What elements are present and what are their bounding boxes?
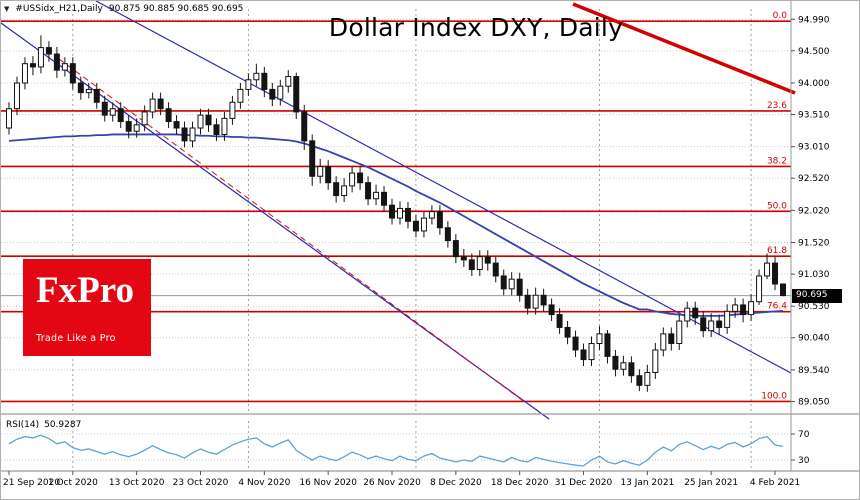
- chart-title-annotation: Dollar Index DXY, Daily: [328, 13, 624, 42]
- current-price-tag: 90.695: [792, 289, 842, 303]
- fxpro-brand-wordmark: FxPro: [36, 270, 134, 311]
- rsi-name: RSI(14): [6, 420, 40, 430]
- symbol-ohlc-quote: 90.875 90.885 90.685 90.695: [108, 4, 244, 14]
- rsi-value: 50.9287: [44, 420, 82, 430]
- symbol-name: #USSidx_H21,Daily: [15, 4, 103, 14]
- expand-arrow-icon[interactable]: ▼: [4, 4, 10, 13]
- fxpro-logo: FxPro Trade Like a Pro: [23, 259, 151, 356]
- symbol-info-bar: ▼ #USSidx_H21,Daily 90.875 90.885 90.685…: [4, 4, 243, 14]
- fxpro-tagline: Trade Like a Pro: [36, 333, 116, 344]
- rsi-indicator-label: RSI(14) 50.9287: [6, 420, 81, 430]
